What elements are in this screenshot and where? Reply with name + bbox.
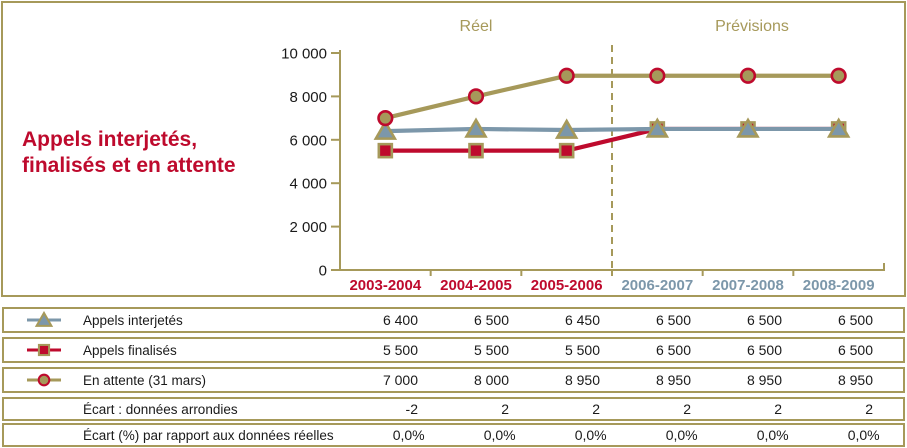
real-period-label: Réel	[460, 18, 493, 35]
square-marker-icon	[377, 142, 394, 159]
series-label: Appels interjetés	[83, 312, 183, 328]
circle-marker-icon	[377, 109, 394, 127]
circle-marker-icon	[649, 67, 666, 84]
chart-frame-border	[1, 1, 906, 297]
value-cell: 8 950	[655, 372, 691, 388]
triangle-marker-icon	[373, 119, 398, 140]
triangle-marker-icon	[645, 117, 670, 138]
legend-marker-cell	[4, 311, 83, 329]
ecart-value-cell: 0,0%	[756, 427, 789, 443]
y-axis-tick-label: 8 000	[289, 89, 327, 106]
square-legend-icon	[27, 343, 61, 357]
value-cell: 5 500	[564, 342, 600, 358]
y-axis-tick-label: 0	[319, 263, 327, 280]
legend-marker-cell	[4, 341, 83, 359]
series-table-row: Appels finalisés 5 500 5 500 5 500 6 500 6 50…	[2, 337, 905, 363]
triangle-legend-icon	[27, 311, 61, 327]
ecart-label: Écart : données arrondies	[83, 401, 238, 417]
chart-title-line1: Appels interjetés,	[22, 128, 198, 151]
series-table-row: Appels interjetés 6 400 6 500 6 450 6 500 6 5…	[2, 307, 905, 333]
square-marker-icon	[468, 142, 484, 159]
circle-marker-icon	[739, 67, 757, 84]
series-label: Appels finalisés	[83, 342, 177, 358]
series-line	[384, 73, 839, 121]
circle-legend-icon	[27, 373, 61, 387]
triangle-marker-icon	[34, 311, 54, 327]
value-cell: 5 500	[382, 342, 418, 358]
value-cell: 8 950	[837, 372, 873, 388]
chart-title-line2: finalisés et en attente	[22, 154, 236, 177]
ecart-value-cell: -2	[405, 401, 418, 417]
appeals-chart: 0 2 000 4 000 6 000 8 000 10 000 2003-2004 2004…	[1, 1, 906, 297]
value-cell: 6 450	[564, 312, 600, 328]
value-cell: 5 500	[473, 342, 509, 358]
circle-marker-icon	[830, 67, 847, 84]
value-cell: 6 400	[382, 312, 418, 328]
y-axis-tick-label: 6 000	[289, 132, 327, 149]
value-cell: 8 000	[473, 372, 509, 388]
triangle-marker-icon	[554, 118, 579, 139]
ecart-value-cell: 0,0%	[665, 427, 698, 443]
ecart-value-cell: 2	[683, 401, 691, 417]
value-cell: 6 500	[837, 312, 873, 328]
ecart-value-cell: 0,0%	[483, 427, 516, 443]
forecast-period-label: Prévisions	[715, 18, 789, 35]
value-cell: 6 500	[655, 312, 691, 328]
ecart-value-cell: 2	[592, 401, 600, 417]
triangle-marker-icon	[736, 117, 760, 138]
square-marker-icon	[37, 343, 51, 357]
circle-marker-icon	[37, 373, 51, 387]
chart-title: Appels interjetés, finalisés et en atten…	[22, 127, 236, 179]
x-axis-label: 2007-2008	[712, 277, 784, 294]
value-cell: 8 950	[746, 372, 782, 388]
x-axis-label: 2005-2006	[531, 277, 603, 294]
ecart-value-cell: 2	[774, 401, 782, 417]
ecart-table-row: Écart (%) par rapport aux données réelle…	[2, 423, 905, 447]
series-line	[385, 126, 839, 134]
y-axis-tick-label: 4 000	[289, 176, 327, 193]
series-table-row: En attente (31 mars) 7 000 8 000 8 950 8 950…	[2, 367, 905, 393]
y-axis-tick-label: 10 000	[281, 46, 327, 63]
ecart-table-row: Écart : données arrondies -2 2 2 2 2 2	[2, 397, 905, 421]
ecart-value-cell: 0,0%	[574, 427, 607, 443]
value-cell: 6 500	[746, 342, 782, 358]
ecart-value-cell: 2	[865, 401, 873, 417]
value-cell: 7 000	[382, 372, 418, 388]
x-axis-label: 2003-2004	[349, 277, 421, 294]
circle-marker-icon	[467, 88, 485, 105]
ecart-value-cell: 0,0%	[847, 427, 880, 443]
y-axis-tick-label: 2 000	[289, 219, 327, 236]
value-cell: 6 500	[746, 312, 782, 328]
ecart-value-cell: 0,0%	[392, 427, 425, 443]
value-cell: 8 950	[564, 372, 600, 388]
x-axis-label: 2008-2009	[803, 277, 875, 294]
triangle-marker-icon	[826, 117, 851, 138]
triangle-marker-icon	[464, 117, 488, 138]
circle-marker-icon	[558, 67, 575, 84]
series-label: En attente (31 mars)	[83, 372, 207, 388]
x-axis-label: 2004-2005	[440, 277, 512, 294]
legend-marker-cell	[4, 371, 83, 389]
x-axis-label: 2006-2007	[621, 277, 693, 294]
value-cell: 6 500	[473, 312, 509, 328]
ecart-value-cell: 2	[501, 401, 509, 417]
value-cell: 6 500	[655, 342, 691, 358]
square-marker-icon	[558, 142, 575, 159]
ecart-label: Écart (%) par rapport aux données réelle…	[83, 427, 334, 443]
value-cell: 6 500	[837, 342, 873, 358]
